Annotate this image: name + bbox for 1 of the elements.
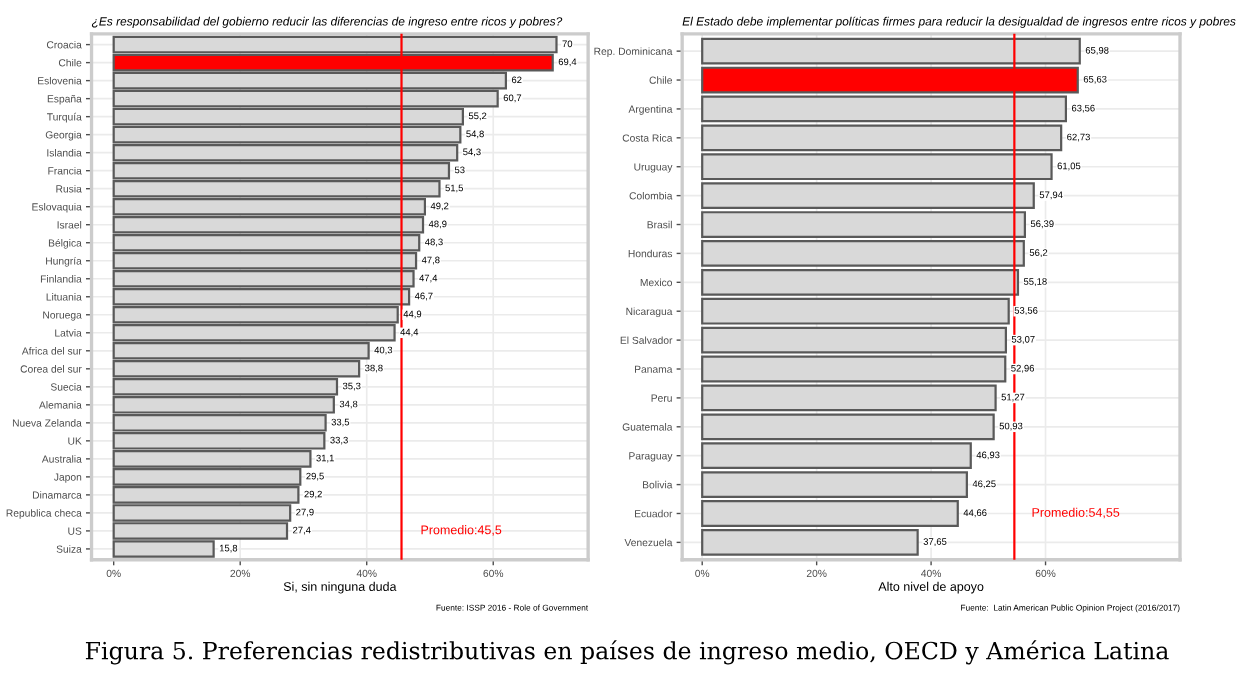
- text: Figura 5. Preferencias redistributivas en países de ingreso medio, OECD y América Latina: [85, 640, 1169, 665]
